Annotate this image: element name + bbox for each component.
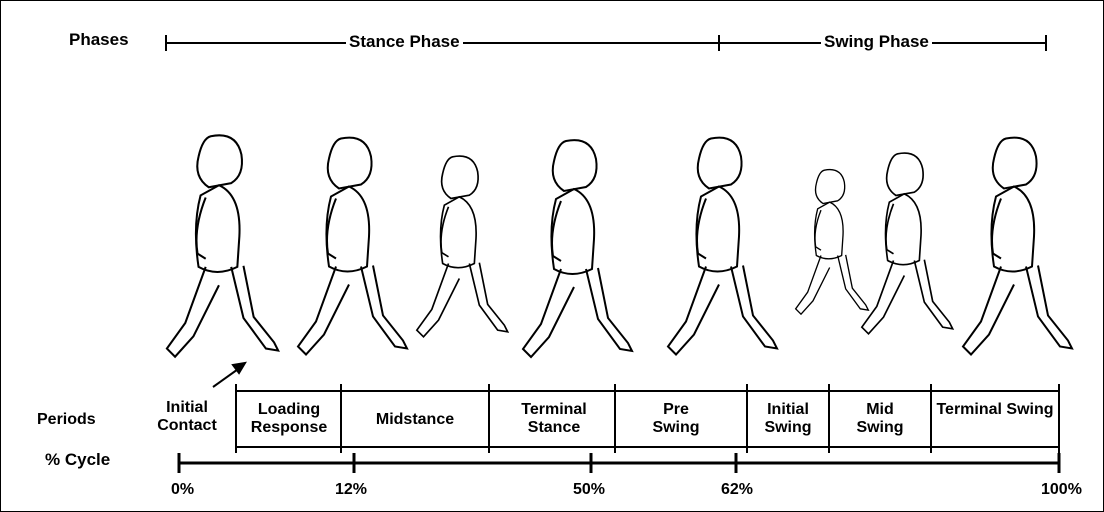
period: Terminal Stance [521,401,587,436]
figure [296,136,409,356]
period: Midstance [375,411,455,428]
period: Loading Response [250,401,328,436]
period: Initial Swing [764,401,812,436]
figure [165,134,280,358]
figure [415,155,509,338]
period: Mid Swing [856,401,904,436]
cycle-tick-label: 50% [573,481,606,498]
figure [860,152,954,335]
phase: Swing Phase [821,33,932,51]
figure [522,139,633,358]
figure [794,168,870,316]
figure [961,136,1074,356]
cycle-label: % Cycle [45,450,111,469]
cycle-tick-label: 62% [721,481,754,498]
period: Terminal Swing [936,401,1054,418]
period: Initial Contact [157,399,217,434]
cycle-tick-label: 100% [1041,481,1082,498]
period: Pre Swing [652,401,700,436]
figure [666,136,779,356]
phase: Stance Phase [346,33,463,51]
cycle-tick-label: 12% [335,481,368,498]
cycle-tick-label: 0% [171,481,195,498]
arrow-head [231,361,247,375]
phases-label: Phases [69,30,129,49]
periods-label: Periods [37,411,96,428]
